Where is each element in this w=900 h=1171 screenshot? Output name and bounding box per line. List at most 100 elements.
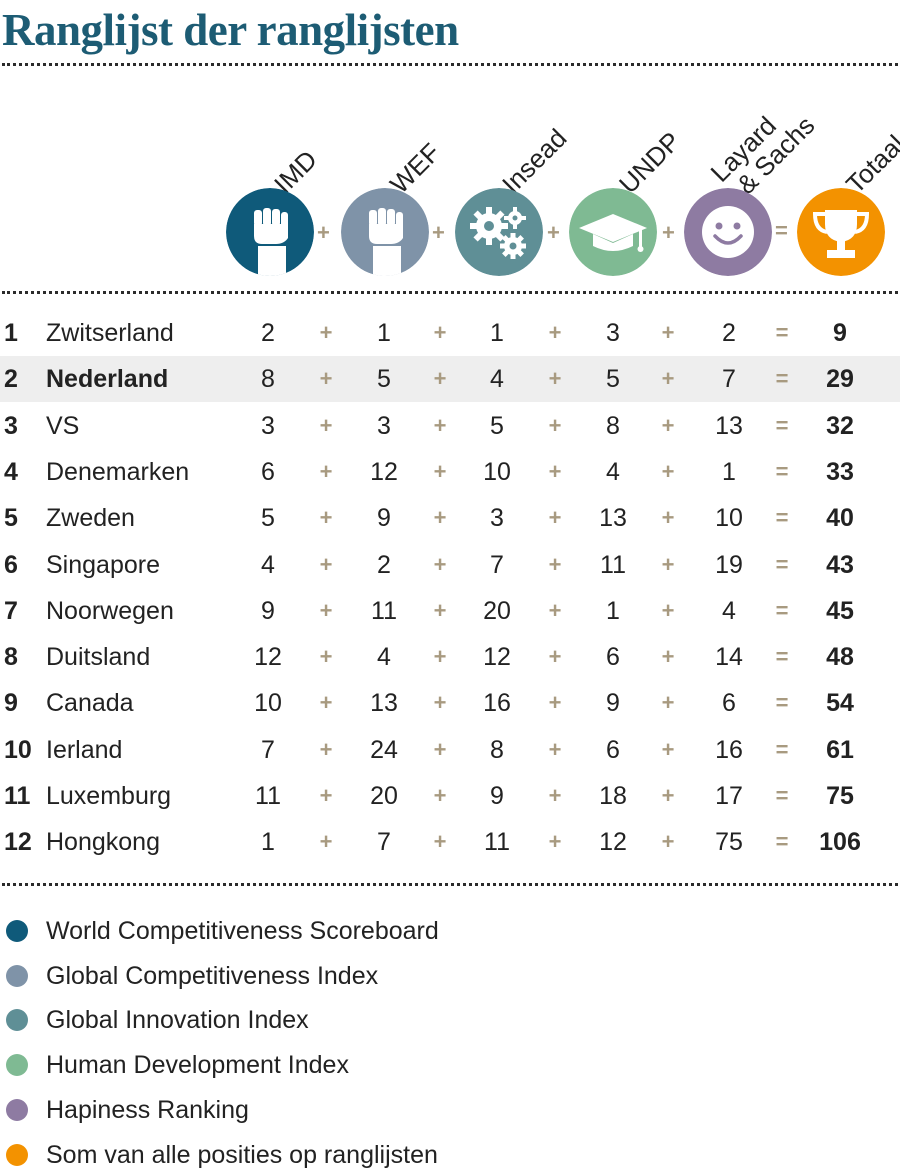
- table-row: 11 Luxemburg 11 +20 +9 +18 +17 = 75: [0, 773, 900, 819]
- legend-dot-icon: [6, 1009, 28, 1032]
- rank-cell: 5: [4, 504, 18, 533]
- plus-operator: +: [661, 320, 675, 345]
- value-cell: 9: [490, 782, 504, 810]
- value-cell: 7: [490, 550, 504, 579]
- country-cell: Nederland: [46, 365, 169, 394]
- plus-operator: +: [661, 690, 675, 716]
- plus-operator: +: [661, 597, 675, 623]
- value-cell: 17: [715, 782, 743, 810]
- plus-operator: +: [319, 690, 333, 716]
- total-cell: 61: [826, 735, 854, 764]
- plus-operator: +: [317, 220, 330, 245]
- plus-operator: +: [662, 220, 675, 245]
- value-cell: 18: [599, 782, 627, 810]
- rank-cell: 6: [4, 550, 18, 579]
- plus-operator: +: [319, 783, 333, 808]
- plus-operator: +: [547, 220, 560, 245]
- plus-operator: +: [548, 551, 562, 577]
- total-cell: 9: [833, 319, 847, 347]
- country-cell: Denemarken: [46, 457, 190, 486]
- country-cell: Zweden: [46, 504, 135, 533]
- country-cell: Luxemburg: [46, 782, 172, 810]
- rank-cell: 9: [4, 689, 18, 718]
- value-cell: 20: [483, 596, 511, 625]
- value-cell: 5: [606, 365, 620, 394]
- value-cell: 1: [261, 828, 275, 857]
- legend-dot-icon: [6, 1054, 28, 1077]
- plus-operator: +: [433, 505, 447, 531]
- value-cell: 4: [490, 365, 504, 394]
- value-cell: 4: [261, 550, 275, 579]
- equals-operator: =: [775, 366, 789, 392]
- happiness-smiley-svg: [684, 188, 772, 276]
- table-row: 1 Zwitserland 2 +1 +1 +3 +2 = 9: [0, 310, 900, 356]
- bottom-divider: [2, 883, 898, 886]
- value-cell: 6: [606, 643, 620, 672]
- rank-cell: 10: [4, 735, 32, 764]
- legend-dot-icon: [6, 1143, 28, 1166]
- equals-operator: =: [775, 829, 789, 855]
- plus-operator: +: [433, 366, 447, 392]
- value-cell: 3: [606, 319, 620, 347]
- page-title: Ranglijst der ranglijsten: [2, 5, 459, 55]
- table-row: 9 Canada 10 +13 +16 +9 +6 = 54: [0, 680, 900, 726]
- insead-gears-svg: [455, 188, 543, 276]
- equals-operator: =: [775, 320, 789, 345]
- value-cell: 12: [599, 828, 627, 857]
- value-cell: 8: [490, 735, 504, 764]
- graduation-cap-icon: [569, 188, 657, 276]
- plus-operator: +: [661, 736, 675, 762]
- plus-operator: +: [433, 412, 447, 438]
- total-cell: 75: [826, 782, 854, 810]
- rank-cell: 12: [4, 828, 32, 857]
- plus-operator: +: [433, 551, 447, 577]
- value-cell: 3: [261, 411, 275, 440]
- value-cell: 16: [483, 689, 511, 718]
- plus-operator: +: [661, 829, 675, 855]
- value-cell: 7: [377, 828, 391, 857]
- value-cell: 6: [722, 689, 736, 718]
- country-cell: Canada: [46, 689, 134, 718]
- undp-cap-svg: [569, 188, 657, 276]
- legend-label: Global Competitiveness Index: [46, 961, 379, 990]
- table-row: 2 Nederland 8 +5 +4 +5 +7 = 29: [0, 356, 900, 403]
- value-cell: 13: [370, 689, 398, 718]
- plus-operator: +: [661, 783, 675, 808]
- value-cell: 7: [722, 365, 736, 394]
- total-cell: 54: [826, 689, 854, 718]
- table-row: 3 VS 3 +3 +5 +8 +13 = 32: [0, 403, 900, 449]
- plus-operator: +: [433, 736, 447, 762]
- value-cell: 10: [483, 457, 511, 486]
- equals-operator: =: [775, 597, 789, 623]
- table-row: 10 Ierland 7 +24 +8 +6 +16 = 61: [0, 727, 900, 773]
- equals-operator: =: [775, 783, 789, 808]
- country-cell: VS: [46, 411, 80, 440]
- legend-label: Som van alle posities op ranglijsten: [46, 1140, 438, 1169]
- total-cell: 48: [826, 643, 854, 672]
- value-cell: 6: [606, 735, 620, 764]
- value-cell: 14: [715, 643, 743, 672]
- value-cell: 9: [261, 596, 275, 625]
- equals-operator: =: [775, 458, 789, 484]
- value-cell: 6: [261, 457, 275, 486]
- plus-operator: +: [548, 829, 562, 855]
- value-cell: 3: [377, 411, 391, 440]
- plus-operator: +: [548, 366, 562, 392]
- plus-operator: +: [548, 690, 562, 716]
- table-row: 4 Denemarken 6 +12 +10 +4 +1 = 33: [0, 449, 900, 495]
- total-trophy-svg: [797, 188, 885, 276]
- plus-operator: +: [661, 458, 675, 484]
- value-cell: 10: [254, 689, 282, 718]
- rank-cell: 1: [4, 319, 18, 347]
- value-cell: 1: [377, 319, 391, 347]
- imd-fist-svg: [226, 188, 314, 276]
- legend-label: World Competitiveness Scoreboard: [46, 917, 439, 945]
- plus-operator: +: [548, 412, 562, 438]
- total-cell: 29: [826, 365, 854, 394]
- plus-operator: +: [319, 736, 333, 762]
- fist-icon: [226, 188, 314, 276]
- legend-dot-icon: [6, 1098, 28, 1121]
- value-cell: 9: [377, 504, 391, 533]
- fist-icon: [341, 188, 429, 276]
- value-cell: 2: [377, 550, 391, 579]
